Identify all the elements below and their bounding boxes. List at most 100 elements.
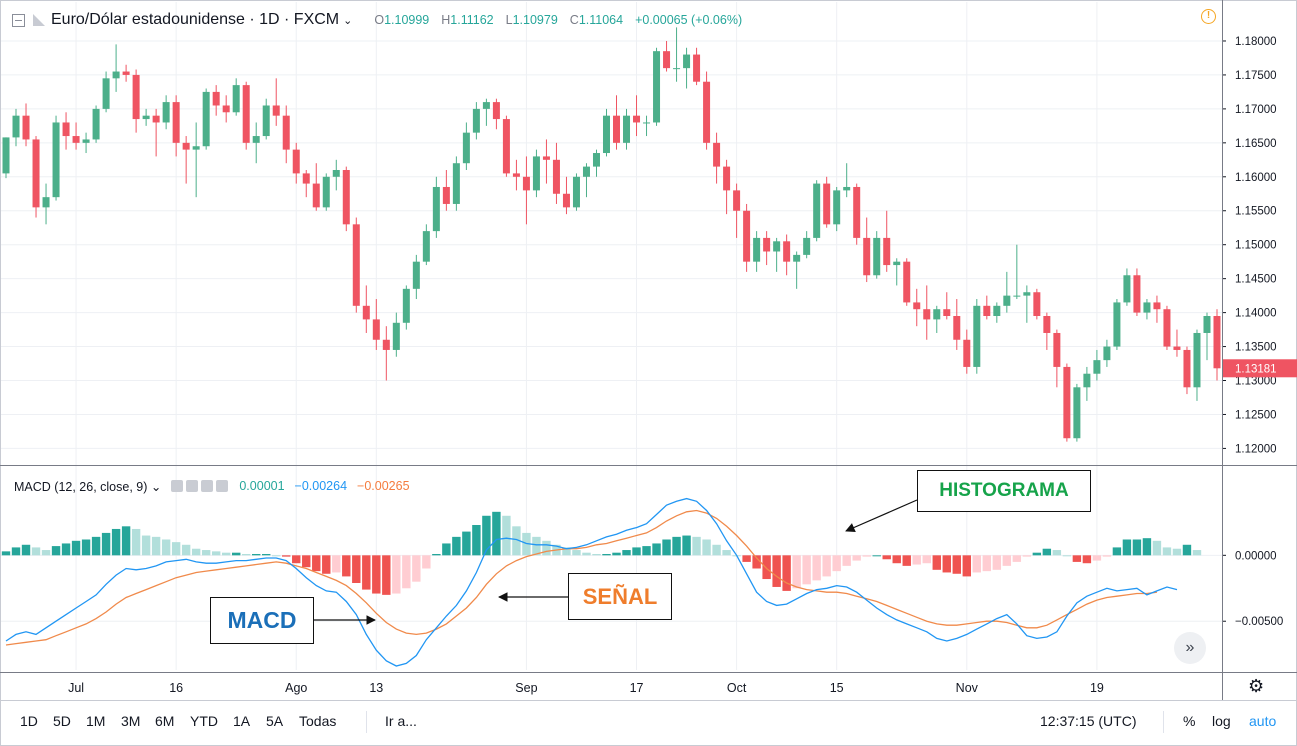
range-3m[interactable]: 3M <box>121 713 141 729</box>
candle-body <box>1123 275 1131 303</box>
candle-body <box>943 309 951 316</box>
histogram-bar <box>332 555 341 573</box>
candle-body <box>462 132 470 164</box>
annotation-arrows <box>314 499 918 625</box>
candle-body <box>552 159 560 194</box>
candle-body <box>763 237 771 252</box>
close-icon[interactable] <box>216 480 229 492</box>
candle-body <box>502 119 510 174</box>
candle-body <box>332 170 340 177</box>
last-price-tag <box>1223 359 1297 378</box>
candle-body <box>12 115 20 138</box>
macd-y-tick-label: −0.00500 <box>1235 616 1283 628</box>
candle-body <box>843 186 851 191</box>
histogram-bar <box>1172 548 1182 556</box>
candle-body <box>602 115 610 154</box>
candle-body <box>673 68 681 70</box>
auto-toggle[interactable]: auto <box>1249 713 1277 729</box>
histogram-bar <box>81 539 91 556</box>
x-tick-label: Nov <box>956 681 979 695</box>
histogram-bar <box>872 555 881 557</box>
candle-body <box>102 78 110 109</box>
histogram-bar <box>41 550 51 556</box>
source-code-icon[interactable] <box>201 480 214 492</box>
histogram-bar <box>752 555 761 569</box>
range-ytd[interactable]: YTD <box>190 713 218 729</box>
histogram-bar <box>472 525 481 556</box>
scroll-to-realtime-icon[interactable]: » <box>1174 632 1206 664</box>
histogram-bar <box>1072 555 1082 562</box>
collapse-icon[interactable] <box>12 13 25 27</box>
histogram-bar <box>642 546 651 556</box>
histogram-bar <box>442 543 451 556</box>
candle-body <box>883 237 891 266</box>
candle-body <box>192 146 200 150</box>
candle-body <box>893 261 901 266</box>
candle-body <box>1183 349 1191 388</box>
macd-hist-value: 0.00001 <box>239 479 285 493</box>
range-5d[interactable]: 5D <box>53 713 71 729</box>
candle-body <box>783 241 791 262</box>
candle-body <box>823 183 831 225</box>
ohlc-open: O1.10999 <box>374 13 430 27</box>
annotation-histograma: HISTOGRAMA <box>917 470 1091 512</box>
candle-body <box>693 54 701 82</box>
candle-body <box>623 115 631 143</box>
percent-toggle[interactable]: % <box>1183 713 1196 729</box>
candle-body <box>62 122 70 137</box>
y-tick-label: 1.17000 <box>1235 104 1277 116</box>
settings-icon[interactable] <box>186 480 199 492</box>
histogram-bar <box>692 536 701 556</box>
range-1d[interactable]: 1D <box>20 713 38 729</box>
histogram-bar <box>141 535 151 556</box>
histogram-bar <box>312 555 321 572</box>
candle-body <box>1013 295 1021 297</box>
candle-body <box>222 105 230 113</box>
candle-body <box>392 322 400 350</box>
clock-timezone[interactable]: 12:37:15 (UTC) <box>1040 713 1137 729</box>
gear-icon[interactable]: ⚙ <box>1248 676 1265 696</box>
flag-icon[interactable] <box>33 14 45 26</box>
candle-body <box>542 156 550 160</box>
price-change: +0.00065 (+0.06%) <box>635 13 743 27</box>
histogram-bar <box>1092 555 1102 561</box>
candle-body <box>1073 387 1081 439</box>
histogram-bar <box>722 550 731 556</box>
candle-body <box>572 176 580 208</box>
candle-body <box>312 183 320 208</box>
eye-icon[interactable] <box>171 480 184 492</box>
candle-body <box>142 115 150 120</box>
range-all[interactable]: Todas <box>299 713 337 729</box>
candle-body <box>1063 366 1071 439</box>
symbol-legend: Euro/Dólar estadounidense · 1D · FXCM ⌄ … <box>12 10 742 30</box>
histogram-bar <box>792 555 801 589</box>
histogram-bar <box>622 550 631 556</box>
macd-title[interactable]: MACD (12, 26, close, 9) ⌄ <box>14 479 162 494</box>
chevron-down-icon[interactable]: ⌄ <box>343 14 353 27</box>
log-toggle[interactable]: log <box>1212 713 1231 729</box>
histogram-bar <box>992 555 1002 570</box>
histogram-bar <box>562 547 571 556</box>
grid <box>1 2 1222 670</box>
range-1m[interactable]: 1M <box>86 713 106 729</box>
histogram-bar <box>392 555 401 594</box>
symbol-title[interactable]: Euro/Dólar estadounidense · 1D · FXCM <box>51 11 340 28</box>
goto-date-button[interactable]: Ir a... <box>385 713 417 729</box>
candle-body <box>1193 332 1201 388</box>
candle-body <box>32 139 40 208</box>
y-tick-label: 1.13000 <box>1235 376 1277 388</box>
y-tick-label: 1.14500 <box>1235 274 1277 286</box>
candle-body <box>983 305 991 316</box>
histogram-bar <box>572 550 581 556</box>
range-1a[interactable]: 1A <box>233 713 251 729</box>
alert-icon[interactable]: ! <box>1201 9 1216 24</box>
histogram-bar <box>1062 555 1072 557</box>
candles[interactable] <box>2 27 1221 442</box>
candle-body <box>302 173 310 184</box>
range-5a[interactable]: 5A <box>266 713 284 729</box>
histogram-bar <box>101 532 111 556</box>
toolbar-divider <box>1163 711 1164 733</box>
histogram-bar <box>1082 555 1092 564</box>
candle-body <box>813 183 821 238</box>
range-6m[interactable]: 6M <box>155 713 175 729</box>
